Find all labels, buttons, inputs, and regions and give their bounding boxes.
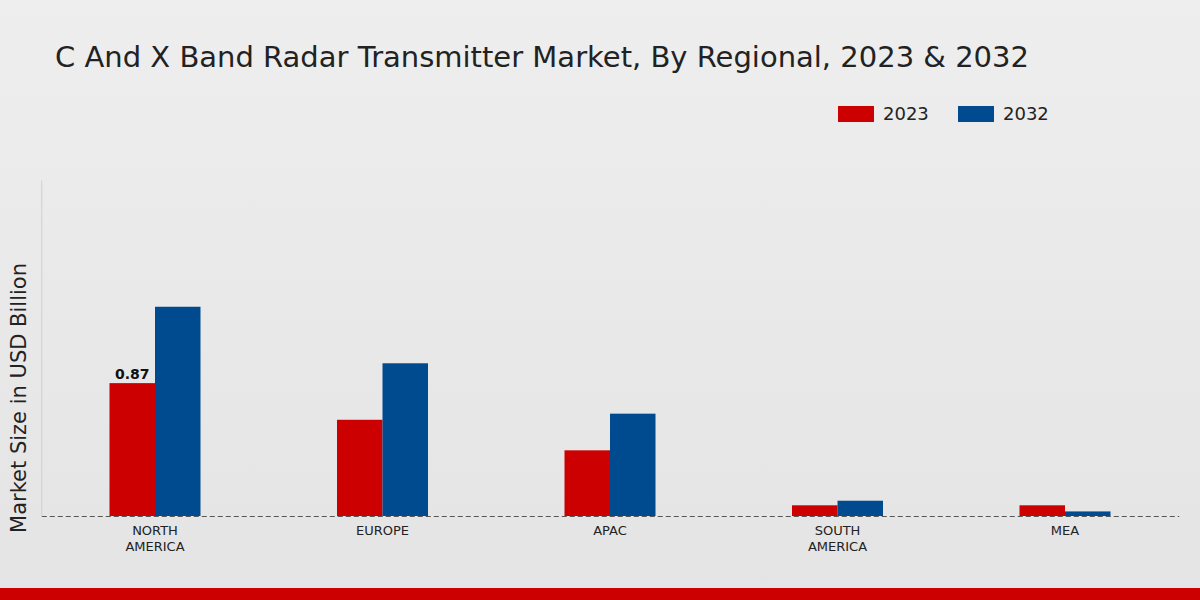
x-tick-label-line: APAC bbox=[593, 523, 627, 538]
bar bbox=[337, 420, 383, 516]
bar bbox=[1020, 505, 1066, 516]
footer-band bbox=[0, 588, 1200, 600]
legend-label: 2023 bbox=[883, 103, 929, 124]
bar bbox=[383, 363, 429, 516]
chart: C And X Band Radar Transmitter Market, B… bbox=[0, 0, 1200, 600]
x-axis: NORTHAMERICAEUROPEAPACSOUTHAMERICAMEA bbox=[42, 516, 1180, 554]
bar bbox=[565, 450, 611, 516]
x-tick-label-line: NORTH bbox=[132, 523, 178, 538]
x-tick-label-line: MEA bbox=[1051, 523, 1079, 538]
x-tick-label: APAC bbox=[593, 523, 627, 538]
bars bbox=[110, 307, 1111, 516]
bar bbox=[155, 307, 201, 516]
legend: 2023 2032 bbox=[838, 103, 1049, 124]
legend-item: 2023 bbox=[838, 103, 929, 124]
bar bbox=[792, 505, 838, 516]
x-axis-line bbox=[42, 516, 1180, 517]
x-tick: EUROPE bbox=[356, 516, 409, 538]
legend-item: 2032 bbox=[958, 103, 1049, 124]
y-axis bbox=[41, 181, 42, 517]
bar bbox=[610, 414, 656, 516]
x-tick-label: MEA bbox=[1051, 523, 1079, 538]
x-tick-label: NORTHAMERICA bbox=[125, 523, 184, 554]
legend-label: 2032 bbox=[1003, 103, 1049, 124]
x-tick-label-line: SOUTH bbox=[815, 523, 861, 538]
bar bbox=[838, 501, 884, 516]
data-label: 0.87 bbox=[115, 366, 150, 382]
x-tick: MEA bbox=[1051, 516, 1079, 538]
legend-swatch bbox=[838, 106, 874, 122]
x-tick: APAC bbox=[593, 516, 627, 538]
x-tick-label: SOUTHAMERICA bbox=[808, 523, 867, 554]
title: C And X Band Radar Transmitter Market, B… bbox=[55, 40, 1029, 74]
x-tick: SOUTHAMERICA bbox=[808, 516, 867, 554]
y-axis-line bbox=[41, 181, 42, 517]
bar bbox=[110, 383, 156, 516]
x-tick-label-line: EUROPE bbox=[356, 523, 409, 538]
y-axis-title: Market Size in USD Billion bbox=[7, 263, 31, 533]
bar bbox=[1065, 511, 1111, 516]
x-tick: NORTHAMERICA bbox=[125, 516, 184, 554]
x-tick-label-line: AMERICA bbox=[125, 539, 184, 554]
legend-swatch bbox=[958, 106, 994, 122]
x-tick-label: EUROPE bbox=[356, 523, 409, 538]
x-tick-label-line: AMERICA bbox=[808, 539, 867, 554]
